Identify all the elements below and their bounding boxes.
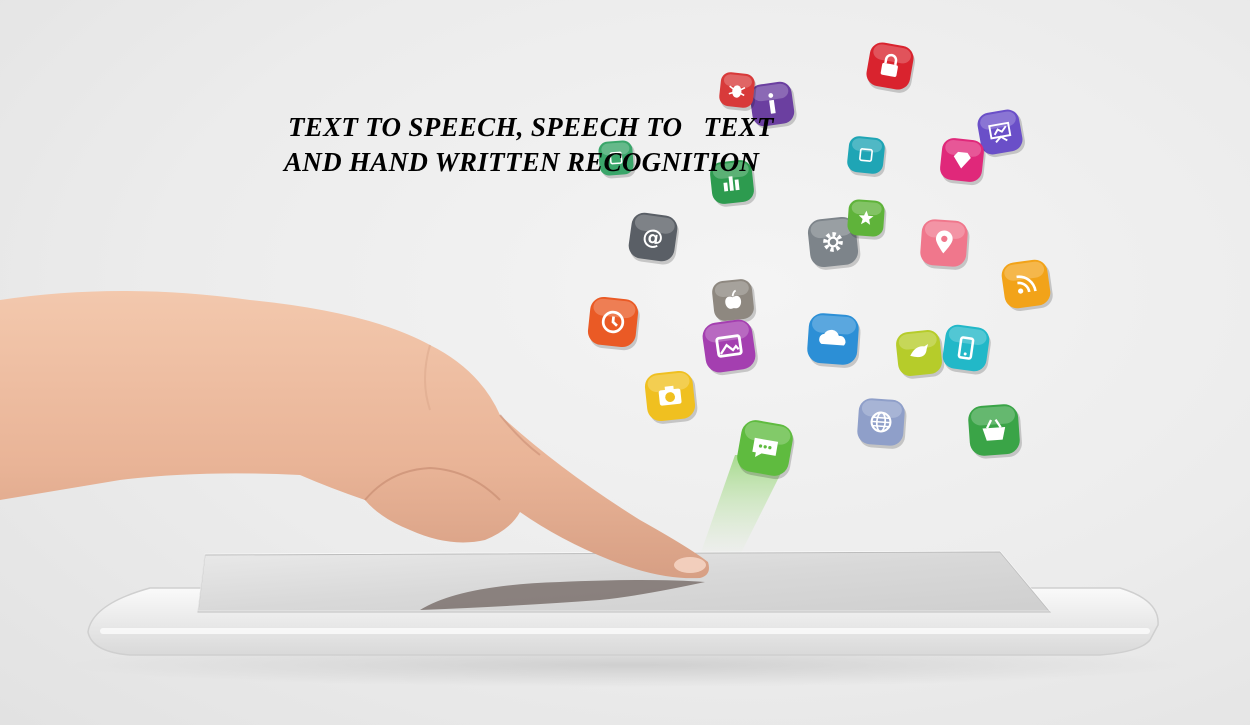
lock-icon[interactable] xyxy=(864,41,917,95)
teal-app-icon[interactable] xyxy=(846,135,888,178)
headline-line-2: AND HAND WRITTEN RECOGNITION xyxy=(284,147,760,177)
camera-icon[interactable] xyxy=(644,369,699,425)
globe-icon[interactable] xyxy=(856,397,907,449)
settings-gear-icon[interactable] xyxy=(807,215,862,271)
cloud-icon[interactable] xyxy=(806,312,862,368)
tablet xyxy=(87,550,1159,656)
chart-icon[interactable] xyxy=(709,159,757,208)
presentation-icon[interactable] xyxy=(976,107,1027,159)
email-at-icon[interactable]: @ xyxy=(627,211,681,266)
mobile-icon[interactable] xyxy=(941,323,993,376)
shopping-basket-icon[interactable] xyxy=(967,403,1023,459)
svg-text:@: @ xyxy=(641,224,665,251)
info-icon[interactable] xyxy=(748,80,798,131)
star-icon[interactable] xyxy=(847,199,888,241)
clock-icon[interactable] xyxy=(586,296,641,352)
headline-title: TEXT TO SPEECH, SPEECH TO TEXT AND HAND … xyxy=(284,110,774,180)
rss-icon[interactable] xyxy=(1000,258,1054,313)
bird-icon[interactable] xyxy=(895,329,946,381)
green-app-icon[interactable] xyxy=(598,140,636,179)
apple-icon[interactable] xyxy=(711,278,757,325)
chat-bubble-icon[interactable] xyxy=(734,418,797,482)
bug-icon[interactable] xyxy=(718,71,758,112)
motion-trail xyxy=(700,455,790,555)
hand xyxy=(0,291,709,579)
photo-gallery-icon[interactable] xyxy=(701,317,760,377)
headline-line-1: TEXT TO SPEECH, SPEECH TO TEXT xyxy=(288,112,774,142)
diamond-icon[interactable] xyxy=(939,137,987,186)
map-pin-icon[interactable] xyxy=(919,218,970,270)
hand-reflection xyxy=(420,580,705,610)
